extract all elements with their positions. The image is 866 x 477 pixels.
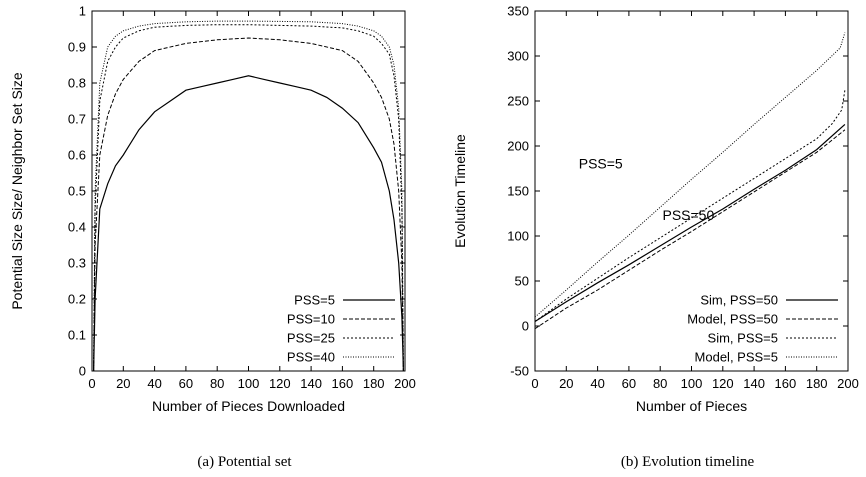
series-line-model-pss-5 (534, 32, 846, 318)
x-tick-label: 100 (238, 376, 260, 391)
x-tick-label: 160 (332, 376, 354, 391)
x-tick-label: 0 (531, 376, 538, 391)
chart-potential-set: 0 20 40 60 80 100 120 140 160 180 200 0 0.1 0.2 0.3 0.4… (9, 4, 416, 471)
y-tick-label: 100 (507, 229, 529, 244)
y-tick-label: -50 (510, 364, 529, 379)
x-tick-label: 200 (837, 376, 859, 391)
x-tick-label: 60 (179, 376, 193, 391)
legend-label: PSS=10 (287, 312, 335, 327)
y-tick-label: 50 (515, 274, 529, 289)
y-axis-label-a: Potential Size Size/ Neighbor Set Size (9, 72, 25, 310)
series-line-pss-25 (93, 24, 404, 372)
y-tick-label: 0.7 (68, 112, 86, 127)
x-tick-label: 200 (394, 376, 416, 391)
annotation-label: PSS=5 (579, 156, 623, 172)
legend-a: PSS=5 PSS=10 PSS=25 PSS=40 (287, 293, 395, 365)
x-tick-label: 100 (681, 376, 703, 391)
legend-label: Sim, PSS=5 (708, 331, 778, 346)
legend-b: Sim, PSS=50 Model, PSS=50 Sim, PSS=5 Model,… (687, 293, 838, 365)
x-tick-label: 160 (775, 376, 797, 391)
series-line-model-pss-50 (534, 129, 846, 330)
y-tick-label: 350 (507, 4, 529, 19)
y-axis-label-b: Evolution Timeline (452, 134, 468, 248)
y-tick-label: 150 (507, 184, 529, 199)
y-tick-label: 0.9 (68, 40, 86, 55)
series-line-sim-pss-5 (534, 90, 846, 322)
y-tick-label: 0 (522, 319, 529, 334)
x-tick-label: 0 (88, 376, 95, 391)
y-tick-label: 0.1 (68, 328, 86, 343)
legend-label: Sim, PSS=50 (700, 293, 778, 308)
annotation-label: PSS=50 (662, 207, 714, 223)
annotations-b: PSS=5 PSS=50 (579, 156, 715, 223)
chart-evolution-timeline: 0 20 40 60 80 100 120 140 160 180 200-500501001502… (452, 4, 859, 471)
x-axis-label-b: Number of Pieces (636, 398, 747, 414)
y-tick-label: 0.3 (68, 256, 86, 271)
y-tick-label: 0.8 (68, 76, 86, 91)
x-tick-label: 20 (116, 376, 130, 391)
legend-label: PSS=25 (287, 331, 335, 346)
plot-frame-a (91, 10, 406, 372)
legend-label: Model, PSS=5 (695, 350, 778, 365)
series-line-pss-10 (93, 37, 404, 372)
x-tick-label: 20 (559, 376, 573, 391)
x-tick-label: 40 (147, 376, 161, 391)
legend-label: PSS=5 (294, 293, 335, 308)
caption-b: (b) Evolution timeline (621, 454, 755, 470)
y-tick-label: 0.2 (68, 292, 86, 307)
x-tick-label: 80 (210, 376, 224, 391)
series-line-sim-pss-50 (534, 123, 846, 323)
x-tick-label: 80 (653, 376, 667, 391)
x-axis-label-a: Number of Pieces Downloaded (152, 398, 345, 414)
x-tick-label: 140 (743, 376, 765, 391)
x-tick-label: 140 (300, 376, 322, 391)
x-tick-label: 40 (590, 376, 604, 391)
x-tick-label: 120 (712, 376, 734, 391)
y-tick-label: 0.4 (68, 220, 86, 235)
y-tick-label: 300 (507, 49, 529, 64)
caption-a: (a) Potential set (197, 454, 292, 470)
x-tick-label: 60 (622, 376, 636, 391)
y-tick-label: 0.5 (68, 184, 86, 199)
y-tick-label: 200 (507, 139, 529, 154)
y-tick-label: 250 (507, 94, 529, 109)
y-tick-label: 1 (79, 4, 86, 19)
series-line-pss-5 (93, 75, 404, 372)
x-tick-label: 180 (363, 376, 385, 391)
legend-label: PSS=40 (287, 350, 335, 365)
x-tick-label: 120 (269, 376, 291, 391)
y-tick-label: 0 (79, 364, 86, 379)
x-tick-label: 180 (806, 376, 828, 391)
legend-label: Model, PSS=50 (687, 312, 778, 327)
y-tick-label: 0.6 (68, 148, 86, 163)
